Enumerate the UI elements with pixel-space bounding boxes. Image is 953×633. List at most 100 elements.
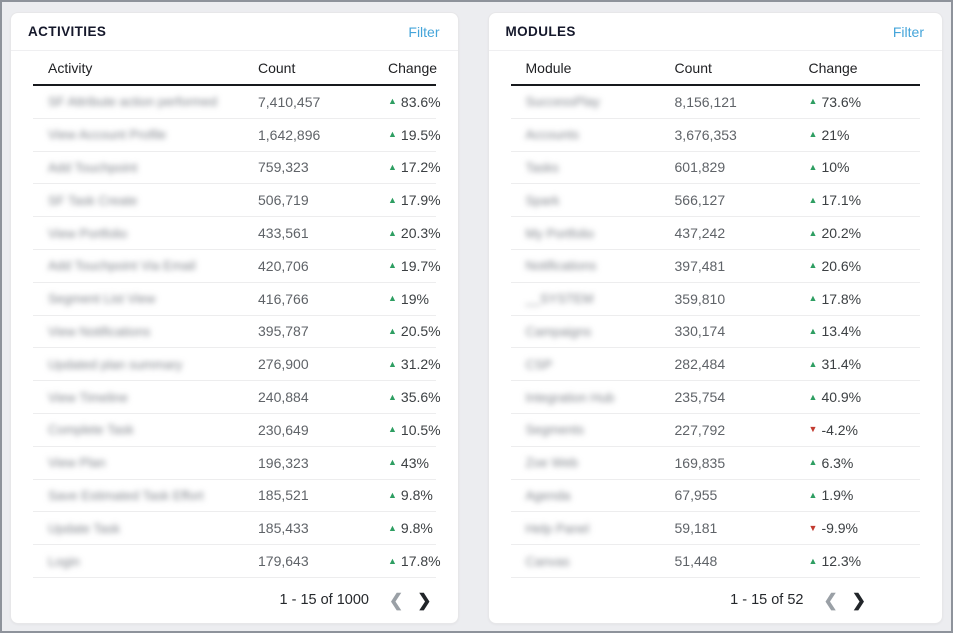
table-row[interactable]: Updated plan summary 276,900 ▲ 31.2% — [33, 348, 441, 382]
modules-panel-header: MODULES Filter — [488, 13, 942, 51]
row-name-blurred: View Timeline — [48, 389, 128, 405]
table-row[interactable]: Update Task 185,433 ▲ 9.8% — [33, 512, 436, 546]
table-row[interactable]: Accounts 3,676,353 ▲ 21% — [510, 119, 920, 152]
table-row[interactable]: __SYSTEM 359,810 ▲ 17.8% — [510, 283, 920, 316]
table-row[interactable]: Canvas 51,448 ▲ 12.3% — [510, 545, 920, 578]
row-count: 185,433 — [258, 520, 309, 537]
row-change: ▲ 6.3% — [809, 455, 920, 471]
table-row[interactable]: Agenda 67,955 ▲ 1.9% — [510, 480, 920, 513]
row-change: ▲ 35.6% — [388, 389, 441, 405]
row-count: 437,242 — [674, 225, 726, 242]
table-row[interactable]: View Notifications 395,787 ▲ 20.5% — [33, 316, 441, 349]
trend-arrow-icon: ▲ — [388, 555, 397, 566]
modules-col-header-change[interactable]: Change — [808, 59, 858, 76]
table-row[interactable]: Complete Task 230,649 ▲ 10.5% — [33, 414, 441, 447]
table-row[interactable]: Notifications 397,481 ▲ 20.6% — [510, 250, 920, 283]
table-row[interactable]: CSP 282,484 ▲ 31.4% — [510, 348, 920, 382]
table-row[interactable]: View Account Profile 1,642,896 ▲ 19.5% — [33, 119, 441, 152]
trend-arrow-icon: ▼ — [808, 424, 818, 435]
modules-col-header-count[interactable]: Count — [674, 59, 712, 76]
row-change: ▼ -4.2% — [809, 422, 920, 438]
row-change: ▲ 19.7% — [388, 258, 441, 274]
trend-arrow-icon: ▲ — [808, 260, 818, 271]
row-change: ▲ 1.9% — [809, 487, 920, 503]
table-row[interactable]: Spark 566,127 ▲ 17.1% — [510, 184, 920, 218]
row-count: 196,323 — [258, 454, 309, 471]
row-name-blurred: Spark — [525, 192, 560, 208]
row-name-blurred: My Portfolio — [525, 225, 595, 241]
table-row[interactable]: SF Task Create 506,719 ▲ 17.9% — [33, 184, 441, 218]
activities-prev-page-icon[interactable]: ❮ — [389, 590, 404, 610]
row-change: ▲ 73.6% — [809, 94, 920, 110]
row-name-blurred: Update Task — [48, 520, 121, 536]
row-name-blurred: Save Estimated Task Effort — [48, 487, 204, 503]
table-row[interactable]: Help Panel 59,181 ▼ -9.9% — [510, 512, 920, 546]
row-change-value: 19% — [400, 290, 429, 307]
table-row[interactable]: Segments 227,792 ▼ -4.2% — [510, 414, 920, 447]
row-count: 3,676,353 — [674, 126, 737, 143]
row-count: 330,174 — [674, 323, 726, 340]
row-count: 416,766 — [258, 290, 309, 307]
row-change: ▲ 10% — [809, 159, 920, 175]
table-row[interactable]: View Timeline 240,884 ▲ 35.6% — [33, 381, 441, 414]
trend-arrow-icon: ▲ — [388, 161, 397, 172]
table-row[interactable]: Zoe Web 169,835 ▲ 6.3% — [510, 447, 920, 480]
trend-arrow-icon: ▲ — [388, 391, 397, 402]
activities-col-header-activity[interactable]: Activity — [48, 59, 93, 76]
table-row[interactable]: Login 179,643 ▲ 17.8% — [33, 545, 441, 578]
row-change-value: 17.8% — [400, 553, 441, 570]
row-count: 759,323 — [258, 159, 309, 176]
row-name-blurred: Agenda — [525, 487, 571, 503]
table-row[interactable]: Add Touchpoint 759,323 ▲ 17.2% — [33, 152, 441, 185]
table-row[interactable]: SuccessPlay 8,156,121 ▲ 73.6% — [510, 86, 920, 119]
row-change-value: 20.5% — [400, 323, 441, 340]
row-count: 395,787 — [258, 323, 309, 340]
row-change: ▼ -9.9% — [809, 520, 920, 536]
activities-table-header: Activity Count Change — [33, 51, 438, 86]
row-change-value: 20.6% — [821, 257, 862, 274]
table-row[interactable]: Tasks 601,829 ▲ 10% — [510, 152, 920, 185]
row-change-value: 31.2% — [400, 356, 441, 373]
table-row[interactable]: Add Touchpoint Via Email 420,706 ▲ 19.7% — [33, 250, 441, 283]
table-row[interactable]: Segment List View 416,766 ▲ 19% — [33, 283, 436, 316]
table-row[interactable]: Integration Hub 235,754 ▲ 40.9% — [510, 381, 920, 414]
row-name-blurred: Add Touchpoint Via Email — [48, 258, 196, 274]
activities-col-header-change[interactable]: Change — [388, 59, 438, 76]
activities-table-body: SF Attribute action performed 7,410,457 … — [33, 86, 441, 578]
trend-arrow-icon: ▲ — [808, 489, 818, 500]
activities-col-header-count[interactable]: Count — [258, 59, 296, 76]
row-name-blurred: Help Panel — [525, 520, 590, 536]
modules-filter-link[interactable]: Filter — [892, 23, 924, 40]
modules-panel: MODULES Filter Module Count Change Succe… — [487, 12, 943, 624]
row-change: ▲ 20.6% — [809, 258, 920, 274]
activities-filter-link[interactable]: Filter — [408, 23, 440, 40]
modules-next-page-icon[interactable]: ❯ — [851, 590, 866, 610]
row-name-blurred: Login — [48, 553, 80, 569]
table-row[interactable]: SF Attribute action performed 7,410,457 … — [33, 86, 441, 119]
row-change-value: 10.5% — [400, 421, 441, 438]
row-name-blurred: Tasks — [525, 159, 559, 175]
row-name-blurred: SF Attribute action performed — [48, 94, 218, 110]
trend-arrow-icon: ▲ — [808, 129, 818, 140]
table-row[interactable]: Campaigns 330,174 ▲ 13.4% — [510, 316, 920, 349]
row-count: 179,643 — [258, 553, 309, 570]
table-row[interactable]: View Plan 196,323 ▲ 43% — [33, 447, 436, 480]
row-change-value: 83.6% — [400, 93, 441, 110]
row-change-value: 19.5% — [400, 126, 441, 143]
activities-next-page-icon[interactable]: ❯ — [417, 590, 432, 610]
row-name-blurred: Accounts — [525, 127, 579, 143]
row-name-blurred: Updated plan summary — [48, 356, 183, 372]
modules-col-header-module[interactable]: Module — [525, 59, 572, 76]
trend-arrow-icon: ▲ — [388, 325, 397, 336]
trend-arrow-icon: ▲ — [388, 489, 397, 500]
row-change: ▲ 19.5% — [388, 127, 441, 143]
row-change-value: -9.9% — [821, 520, 859, 537]
row-name-blurred: SuccessPlay — [525, 94, 600, 110]
modules-prev-page-icon[interactable]: ❮ — [823, 590, 838, 610]
activities-panel-title: ACTIVITIES — [28, 24, 107, 39]
row-name-blurred: View Plan — [48, 455, 106, 471]
table-row[interactable]: Save Estimated Task Effort 185,521 ▲ 9.8… — [33, 480, 436, 513]
table-row[interactable]: View Portfolio 433,561 ▲ 20.3% — [33, 217, 441, 250]
table-row[interactable]: My Portfolio 437,242 ▲ 20.2% — [510, 217, 920, 250]
